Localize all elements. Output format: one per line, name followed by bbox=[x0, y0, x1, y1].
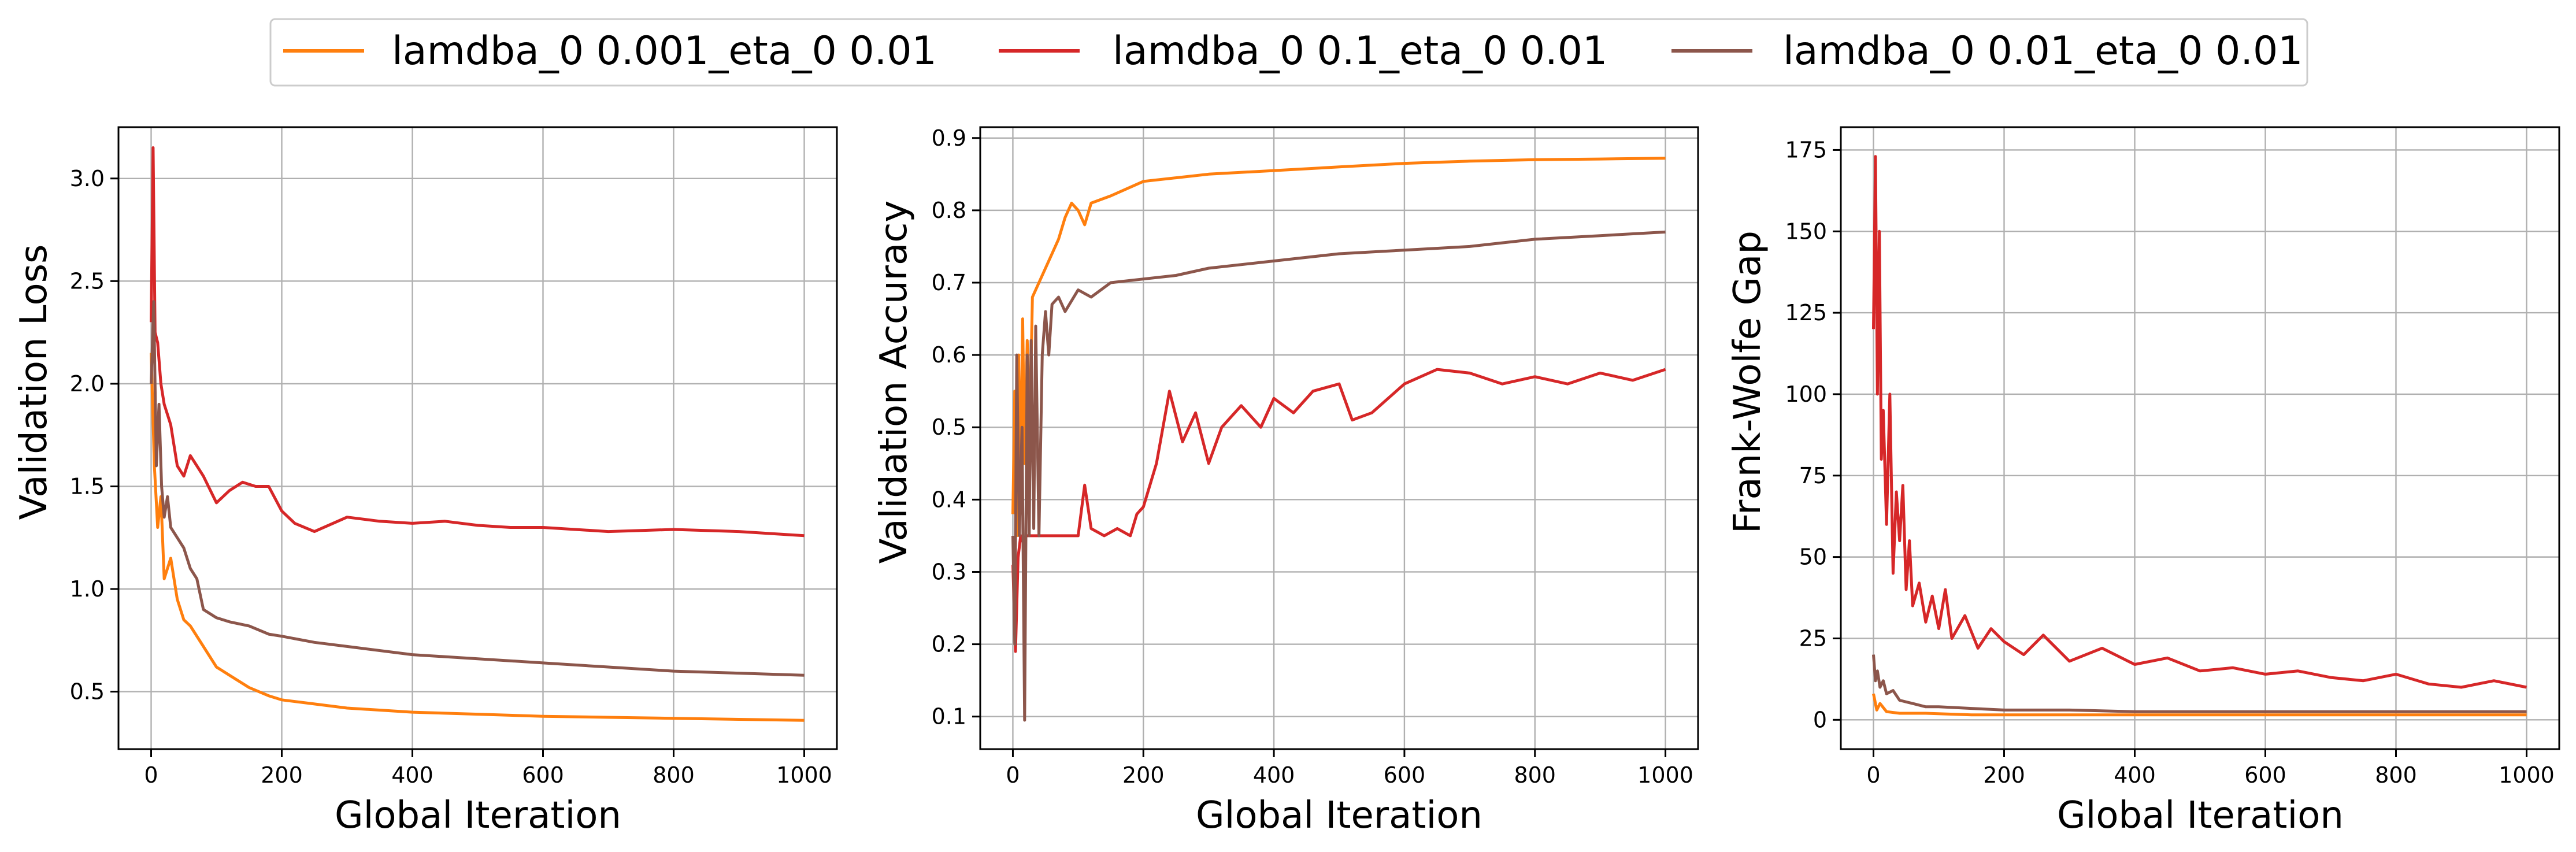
panel-validation-accuracy: 0 200 400 600 800 1000 0.1 0.2 0.3 0.4 0.5 0.6 0.7 0.… bbox=[873, 125, 1699, 837]
x-tick-label: 0 bbox=[1006, 762, 1020, 788]
y-tick-label: 1.0 bbox=[70, 576, 105, 602]
legend-label-0: lamdba_0 0.001_eta_0 0.01 bbox=[392, 28, 937, 74]
y-tick-label: 25 bbox=[1799, 625, 1827, 651]
legend-label-1: lamdba_0 0.1_eta_0 0.01 bbox=[1113, 28, 1607, 74]
panel-validation-loss: 0 200 400 600 800 1000 0.5 1.0 1.5 2.0 2.5 3.0 Glob… bbox=[13, 126, 838, 837]
y-tick-label: 0.5 bbox=[70, 679, 105, 705]
series-line-1 bbox=[1872, 155, 2527, 689]
x-axis-title-frank-wolfe-gap: Global Iteration bbox=[2057, 794, 2344, 837]
axes-validation-accuracy: 0 200 400 600 800 1000 0.1 0.2 0.3 0.4 0.5 0.6 0.7 0.… bbox=[932, 125, 1699, 788]
series-line-2 bbox=[1011, 230, 1666, 722]
series-line-2 bbox=[1872, 654, 2527, 713]
y-tick-label: 125 bbox=[1785, 300, 1827, 325]
x-tick-label: 200 bbox=[261, 762, 303, 788]
axes-frank-wolfe-gap: 0 200 400 600 800 1000 0 25 50 75 100 125 150 175 bbox=[1785, 126, 2560, 788]
y-tick-label: 1.5 bbox=[70, 473, 105, 499]
x-tick-label: 400 bbox=[2114, 762, 2156, 788]
x-tick-label: 800 bbox=[1514, 762, 1556, 788]
y-tick-label: 0.6 bbox=[932, 342, 966, 368]
panel-frank-wolfe-gap: 0 200 400 600 800 1000 0 25 50 75 100 125 150 175 Glo… bbox=[1726, 126, 2560, 837]
x-axis-title-validation-loss: Global Iteration bbox=[335, 794, 621, 837]
y-tick-label: 0 bbox=[1813, 707, 1827, 732]
x-tick-label: 800 bbox=[653, 762, 695, 788]
grid-validation-loss bbox=[118, 127, 837, 749]
legend-frame bbox=[269, 18, 2308, 87]
plot-frame bbox=[979, 126, 1699, 750]
x-tick-label: 600 bbox=[2244, 762, 2286, 788]
y-tick-label: 0.1 bbox=[932, 704, 966, 729]
series-line-0 bbox=[150, 353, 805, 722]
series-line-0 bbox=[1872, 693, 2527, 717]
plot-frame bbox=[1840, 126, 2560, 750]
x-tick-label: 0 bbox=[1866, 762, 1880, 788]
series-line-2 bbox=[150, 300, 805, 677]
y-tick-label: 0.3 bbox=[932, 559, 966, 584]
series-validation-loss bbox=[150, 146, 805, 722]
y-tick-label: 0.2 bbox=[932, 632, 966, 657]
series-frank-wolfe-gap bbox=[1872, 155, 2527, 717]
y-tick-label: 2.0 bbox=[70, 371, 105, 397]
series-line-1 bbox=[150, 146, 805, 538]
y-axis-title-frank-wolfe-gap: Frank-Wolfe Gap bbox=[1726, 231, 1769, 534]
x-tick-label: 400 bbox=[1253, 762, 1295, 788]
x-tick-label: 200 bbox=[1122, 762, 1165, 788]
x-tick-label: 1000 bbox=[1637, 762, 1693, 788]
axes-validation-loss: 0 200 400 600 800 1000 0.5 1.0 1.5 2.0 2.5 3.0 bbox=[70, 126, 838, 788]
y-tick-label: 0.9 bbox=[932, 125, 966, 151]
x-tick-label: 800 bbox=[2375, 762, 2417, 788]
x-tick-label: 0 bbox=[144, 762, 158, 788]
legend: lamdba_0 0.001_eta_0 0.01 lamdba_0 0.1_e… bbox=[269, 18, 2308, 87]
grid-frank-wolfe-gap bbox=[1841, 127, 2559, 749]
x-axis-title-validation-accuracy: Global Iteration bbox=[1196, 794, 1482, 837]
y-tick-label: 2.5 bbox=[70, 268, 105, 294]
y-tick-label: 0.4 bbox=[932, 487, 966, 512]
x-tick-label: 600 bbox=[522, 762, 564, 788]
y-tick-label: 0.8 bbox=[932, 198, 966, 223]
series-line-0 bbox=[1011, 157, 1666, 538]
grid-validation-accuracy bbox=[980, 127, 1698, 749]
x-tick-label: 1000 bbox=[2499, 762, 2555, 788]
plot-frame bbox=[117, 126, 838, 750]
x-tick-label: 600 bbox=[1384, 762, 1426, 788]
x-tick-label: 200 bbox=[1983, 762, 2025, 788]
y-tick-label: 175 bbox=[1785, 137, 1827, 162]
y-tick-label: 75 bbox=[1799, 463, 1827, 488]
x-tick-label: 400 bbox=[391, 762, 433, 788]
legend-label-2: lamdba_0 0.01_eta_0 0.01 bbox=[1783, 28, 2303, 74]
y-tick-label: 0.7 bbox=[932, 270, 966, 295]
series-validation-accuracy bbox=[1011, 157, 1666, 722]
x-tick-label: 1000 bbox=[776, 762, 832, 788]
y-tick-label: 50 bbox=[1799, 544, 1827, 570]
y-tick-label: 100 bbox=[1785, 381, 1827, 407]
y-tick-label: 3.0 bbox=[70, 166, 105, 191]
y-axis-title-validation-accuracy: Validation Accuracy bbox=[873, 201, 916, 564]
y-tick-label: 150 bbox=[1785, 218, 1827, 244]
y-axis-title-validation-loss: Validation Loss bbox=[13, 245, 55, 520]
y-tick-label: 0.5 bbox=[932, 414, 966, 440]
